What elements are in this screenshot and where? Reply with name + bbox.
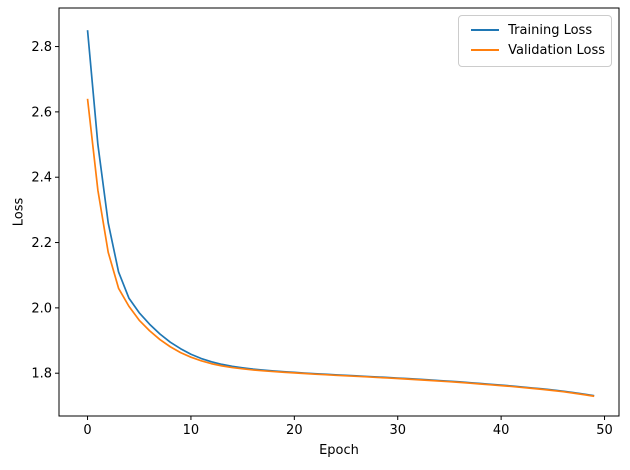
x-tick-label: 40: [493, 423, 510, 438]
y-tick-label: 2.0: [31, 301, 52, 316]
y-tick-label: 2.2: [31, 236, 52, 251]
line-training-loss: [86, 30, 595, 397]
training-loss-line-icon: [471, 29, 500, 31]
x-tick-label: 10: [183, 423, 200, 438]
x-tick-label: 30: [389, 423, 406, 438]
y-tick-label: 2.6: [31, 105, 52, 120]
y-tick-label: 1.8: [31, 367, 52, 382]
x-tick-label: 50: [596, 423, 613, 438]
legend-entry-training-loss: Training Loss: [471, 20, 605, 40]
y-axis-label: Loss: [11, 197, 27, 227]
validation-loss-line-icon: [471, 49, 500, 51]
legend-label-validation-loss: Validation Loss: [508, 42, 605, 58]
x-tick-label: 20: [286, 423, 303, 438]
line-validation-loss: [86, 98, 595, 398]
legend: Training Loss Validation Loss: [458, 15, 612, 67]
y-tick-label: 2.8: [31, 40, 52, 55]
axes-spines: [58, 7, 620, 417]
legend-entry-validation-loss: Validation Loss: [471, 40, 605, 60]
y-tick-label: 2.4: [31, 171, 52, 186]
legend-label-training-loss: Training Loss: [508, 22, 593, 38]
x-axis-label: Epoch: [319, 443, 359, 458]
x-tick-label: 0: [83, 423, 91, 438]
